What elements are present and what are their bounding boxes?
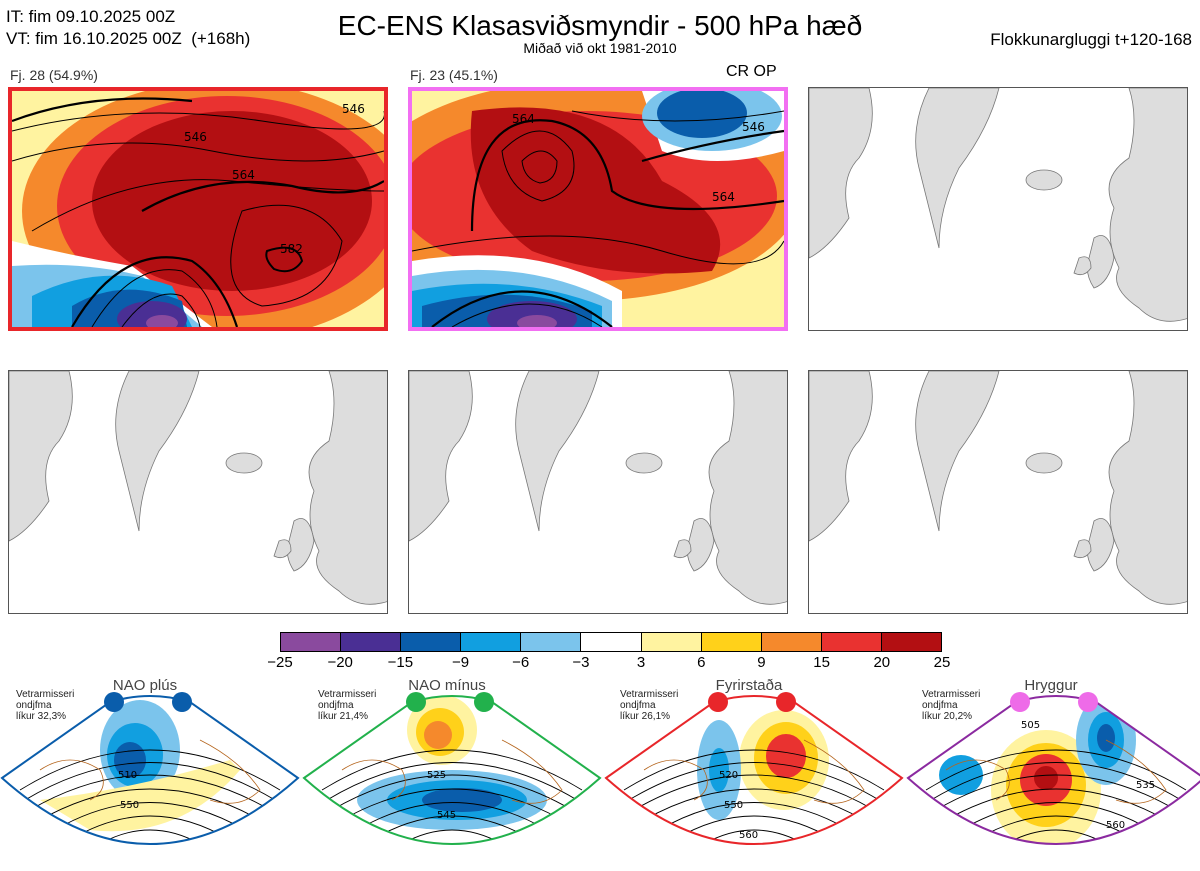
empty-map-5 [408,370,788,614]
colorbar-segment [521,633,582,651]
init-time: IT: fim 09.10.2025 00Z [6,7,176,26]
regime-dot-right [776,692,796,712]
c1-label-2: 564 [232,168,255,182]
colorbar-segment [761,633,822,651]
regime-name: NAO plús [112,677,178,694]
colorbar-segment [581,633,642,651]
header-times: IT: fim 09.10.2025 00Z VT: fim 16.10.202… [6,6,250,50]
c2-label-1: 564 [512,112,535,126]
regime-contour-label: 560 [1106,820,1125,831]
c1-label-3: 582 [280,242,303,256]
colorbar-tick: −9 [451,654,470,671]
regime-panel: 505 535 560 Vetrarmisseri ondjfma líkur 20,2… [906,677,1200,870]
colorbar-segment [641,633,702,651]
regime-contour-label: 510 [118,770,137,781]
colorbar-segment [281,633,342,651]
regime-name: NAO mínus [408,677,486,694]
c1-label-4: 546 [342,102,365,116]
regime-season: Vetrarmisseri ondjfma líkur 21,4% [318,689,377,722]
regime-dot-right [474,692,494,712]
colorbar-tick: 25 [933,654,951,671]
regime-dot-left [406,692,426,712]
regime-season: Vetrarmisseri ondjfma líkur 32,3% [16,689,75,722]
colorbar-tick: −25 [267,654,293,671]
empty-map-4 [8,370,388,614]
colorbar [280,632,942,652]
regime-dot-right [172,692,192,712]
regime-panel: 510 550 Vetrarmisseri ondjfma líkur 32,3% N… [0,677,300,870]
regime-dot-right [1078,692,1098,712]
regime-contour-label: 545 [437,810,456,821]
cluster-1-map[interactable]: 546 564 582 546 [8,87,388,331]
page-title: EC-ENS Klasasviðsmyndir - 500 hPa hæð [337,10,863,41]
colorbar-tick: 3 [636,654,646,671]
regime-panel: 525 545 565 Vetrarmisseri ondjfma líkur 21,4… [302,677,602,870]
colorbar-tick: −15 [387,654,414,671]
regime-dot-left [104,692,124,712]
regime-name: Hryggur [1024,677,1078,694]
c2-label-2: 546 [742,120,765,134]
regime-contour-label: 550 [120,800,139,811]
colorbar-segment [461,633,522,651]
regime-contour-label: 550 [724,800,743,811]
cluster-1-caption: Fj. 28 (54.9%) [10,67,98,83]
empty-map-3 [808,87,1188,331]
colorbar-tick: 6 [697,654,706,671]
cluster-2-tag: CR OP [726,63,777,80]
regime-dot-left [1010,692,1030,712]
c1-label-1: 546 [184,130,207,144]
page-subtitle: Miðað við okt 1981-2010 [523,40,677,56]
colorbar-segment [881,633,942,651]
valid-time: VT: fim 16.10.2025 00Z (+168h) [6,29,251,48]
cluster-2-caption: Fj. 23 (45.1%) [410,67,498,83]
regime-contour-label: 565 [447,852,466,863]
regime-contour-label: 535 [1136,780,1155,791]
regime-dot-left [708,692,728,712]
regime-contour-label: 525 [427,770,446,781]
colorbar-tick: −6 [512,654,530,671]
colorbar-segment [701,633,762,651]
colorbar-tick: −20 [327,654,353,671]
regime-contour-label: 520 [719,770,738,781]
classification-window: Flokkunargluggi t+120-168 [990,30,1192,49]
colorbar-segment [341,633,402,651]
regime-name: Fyrirstaða [715,677,783,694]
c2-label-3: 564 [712,190,735,204]
colorbar-tick: 9 [757,654,766,671]
colorbar-tick: 20 [873,654,891,671]
colorbar-tick: −3 [572,654,590,671]
regime-season: Vetrarmisseri ondjfma líkur 26,1% [620,689,679,722]
regime-season: Vetrarmisseri ondjfma líkur 20,2% [922,689,981,722]
regime-panel: 520 550 560 Vetrarmisseri ondjfma líkur 26,1… [604,677,904,870]
regime-contour-label: 505 [1021,720,1040,731]
regime-contour-label: 560 [739,830,758,841]
colorbar-segment [821,633,882,651]
colorbar-segment [401,633,462,651]
cluster-2-map[interactable]: 564 546 564 [408,87,788,331]
colorbar-tick: 15 [813,654,830,671]
empty-map-6 [808,370,1188,614]
